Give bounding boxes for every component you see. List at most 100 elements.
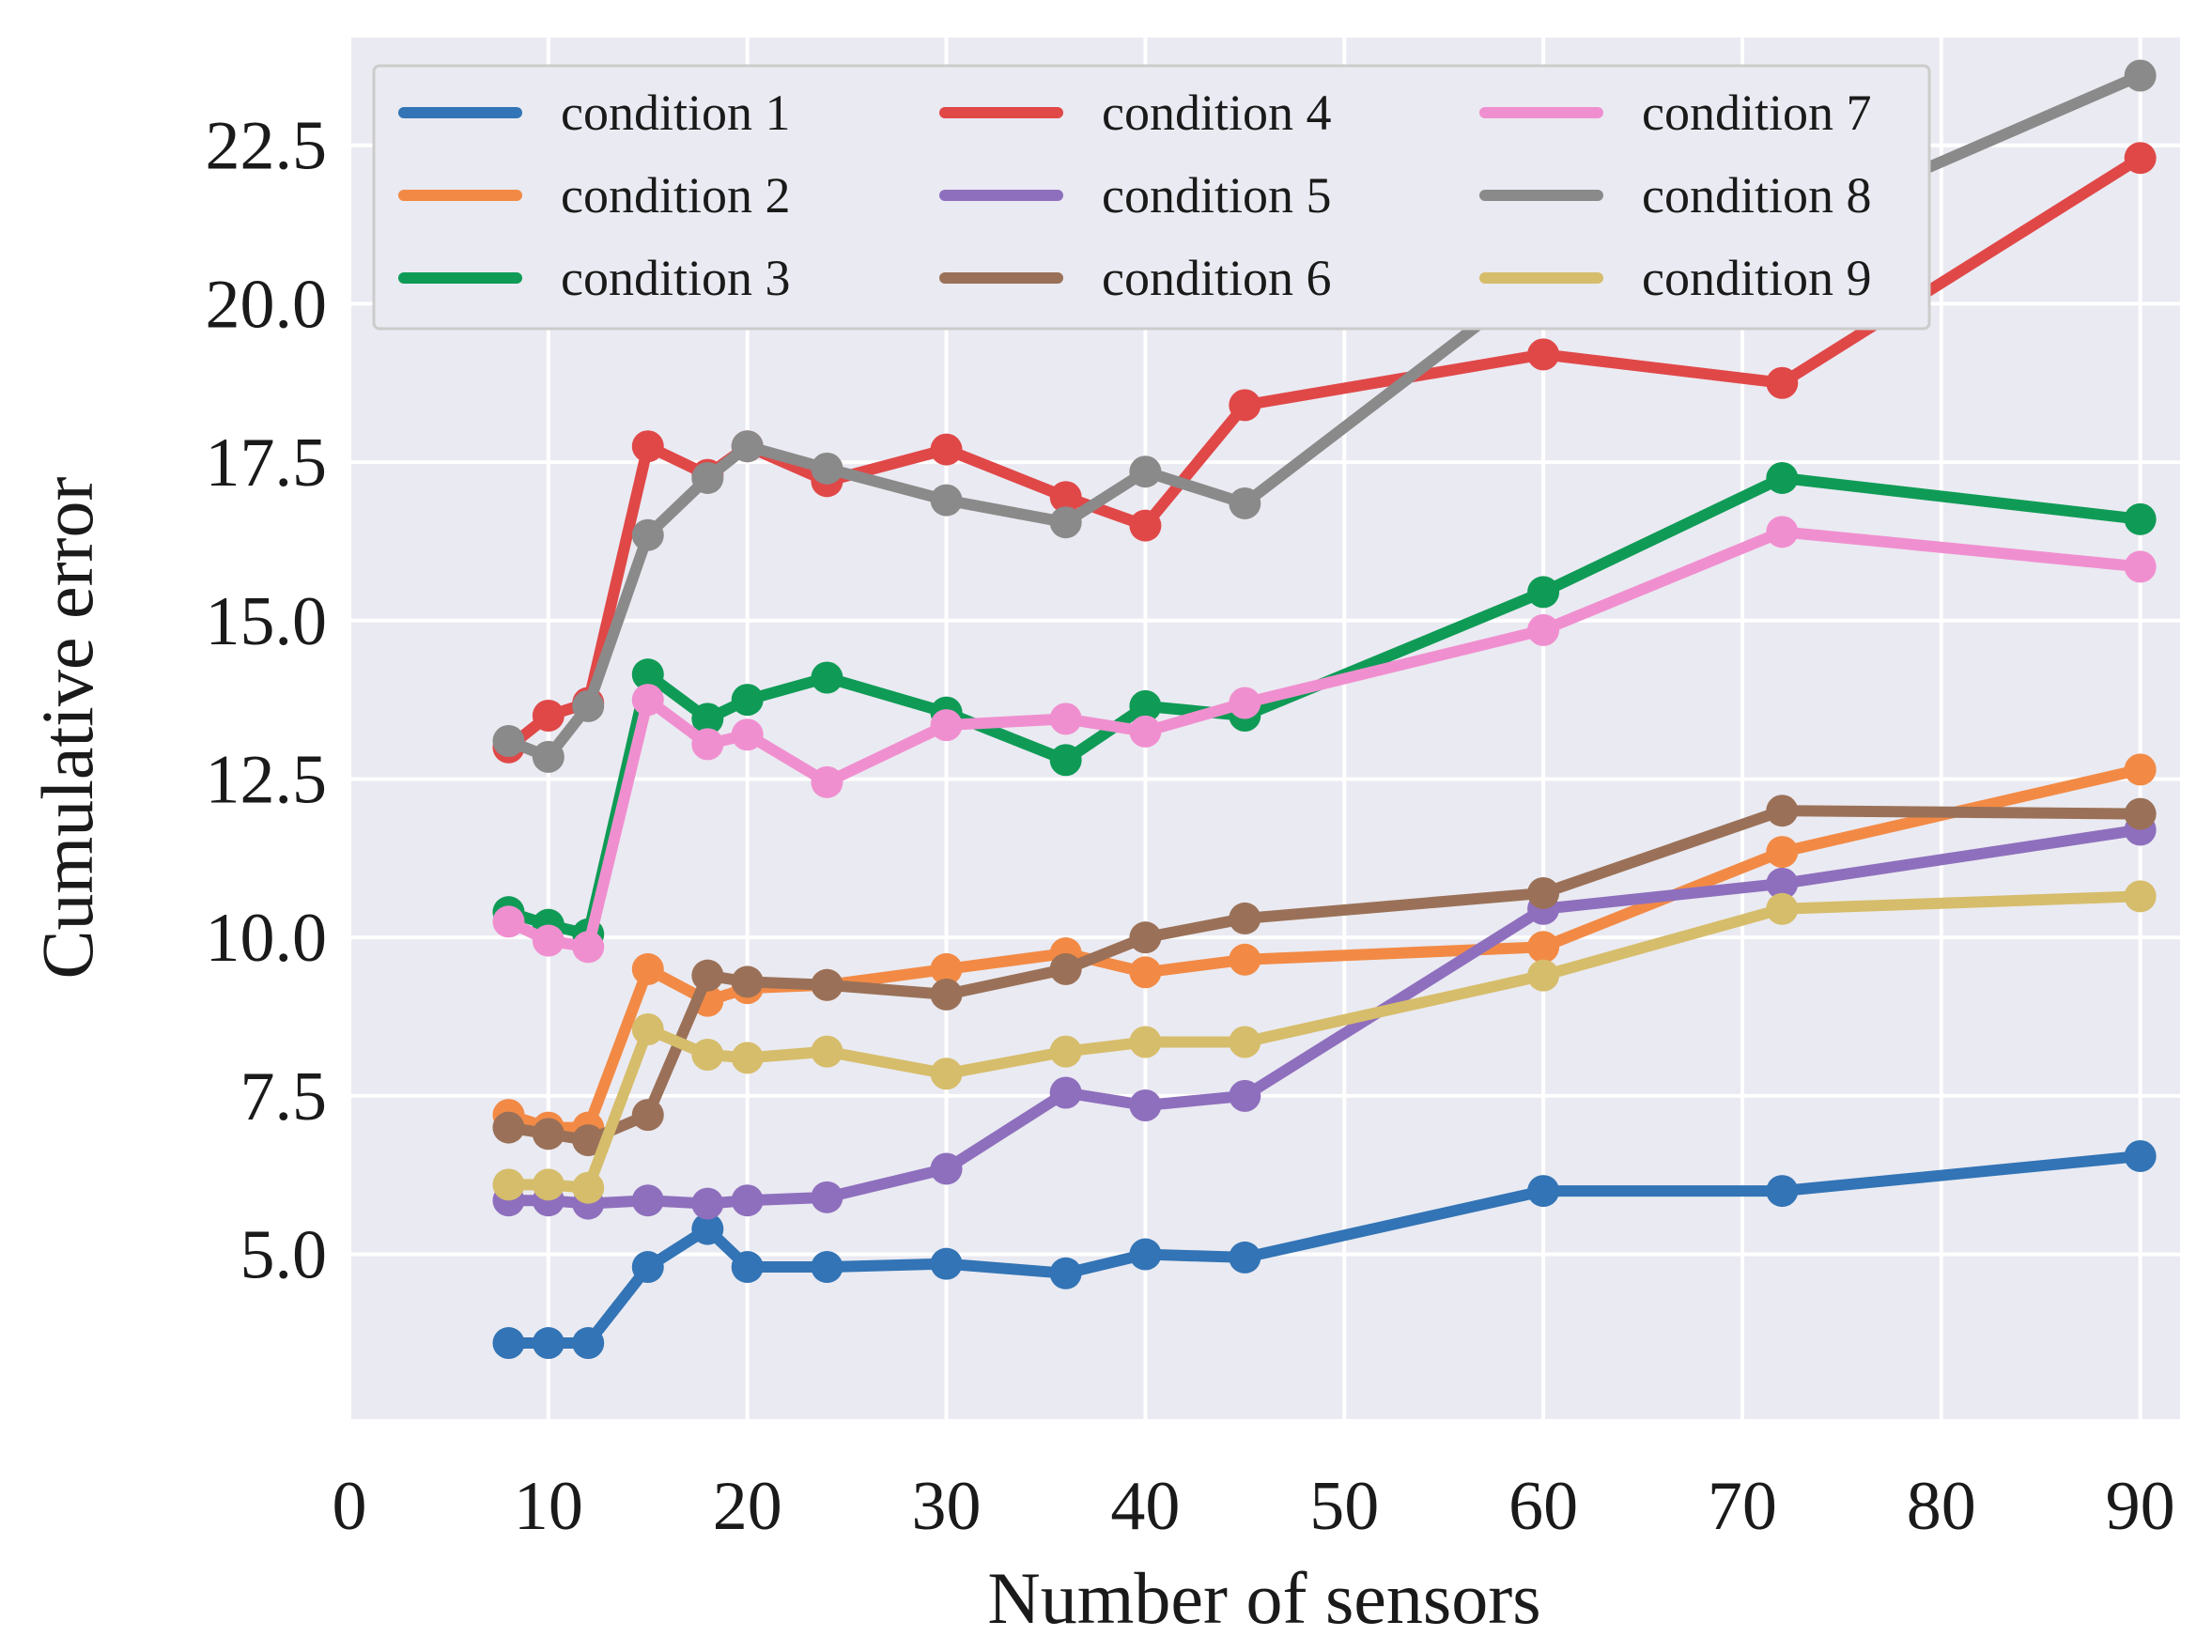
data-point — [2124, 797, 2157, 830]
data-point — [691, 1039, 724, 1072]
legend-label: condition 3 — [561, 250, 790, 306]
data-point — [1129, 1088, 1162, 1121]
x-tick-label: 80 — [1907, 1468, 1976, 1545]
data-point — [1766, 892, 1799, 925]
data-point — [1049, 1035, 1082, 1068]
data-point — [1766, 1175, 1799, 1208]
y-axis-title: Cumulative error — [26, 476, 108, 979]
data-point — [1129, 1238, 1162, 1271]
data-point — [1049, 481, 1082, 514]
x-tick-label: 90 — [2106, 1468, 2175, 1545]
data-point — [492, 1327, 525, 1360]
data-point — [930, 433, 963, 466]
data-point — [532, 1168, 565, 1201]
data-point — [631, 658, 664, 691]
x-tick-label: 0 — [333, 1468, 367, 1545]
y-tick-label: 22.5 — [206, 108, 328, 185]
data-point — [1527, 338, 1560, 371]
data-point — [691, 1212, 724, 1245]
data-point — [930, 709, 963, 742]
x-tick-label: 70 — [1708, 1468, 1777, 1545]
data-point — [631, 1013, 664, 1046]
data-point — [2124, 502, 2157, 535]
series-line — [503, 152, 2146, 753]
legend-item-1: condition 1 — [398, 85, 790, 141]
y-axis-ticks: 5.0 7.5 10.0 12.5 15.0 17.5 20.0 22.5 — [206, 108, 328, 1294]
data-point — [731, 1251, 764, 1284]
data-point — [2124, 59, 2157, 92]
data-point — [572, 689, 605, 722]
x-tick-label: 30 — [912, 1468, 982, 1545]
data-point — [731, 1042, 764, 1074]
data-point — [1049, 1257, 1082, 1289]
data-point — [1129, 509, 1162, 542]
x-axis-title: Number of sensors — [987, 1557, 1540, 1639]
data-point — [1229, 486, 1261, 519]
data-point — [2124, 753, 2157, 786]
data-point — [2124, 1139, 2157, 1172]
series-7 — [492, 516, 2157, 964]
data-point — [1527, 931, 1560, 964]
series-layer — [492, 59, 2157, 1360]
data-point — [532, 740, 565, 773]
legend-label: condition 8 — [1642, 167, 1871, 224]
data-point — [492, 724, 525, 757]
data-point — [1049, 506, 1082, 539]
data-point — [1129, 956, 1162, 989]
data-point — [532, 924, 565, 957]
data-point — [631, 952, 664, 985]
data-point — [2124, 550, 2157, 583]
data-point — [930, 978, 963, 1011]
data-point — [811, 1251, 843, 1284]
data-point — [811, 1035, 843, 1068]
y-tick-label: 12.5 — [206, 741, 328, 818]
data-point — [1766, 867, 1799, 900]
data-point — [691, 702, 724, 735]
x-tick-label: 10 — [514, 1468, 583, 1545]
legend-item-3: condition 3 — [398, 250, 790, 306]
series-line — [503, 764, 2146, 1134]
data-point — [2124, 142, 2157, 175]
data-point — [532, 1118, 565, 1150]
data-point — [1129, 1026, 1162, 1058]
data-point — [631, 1251, 664, 1284]
data-point — [691, 461, 724, 494]
data-point — [492, 905, 525, 938]
data-point — [731, 965, 764, 998]
legend-item-4: condition 4 — [939, 85, 1331, 141]
data-point — [572, 1327, 605, 1360]
data-point — [631, 1184, 664, 1217]
data-point — [811, 661, 843, 694]
data-point — [731, 430, 764, 463]
data-point — [731, 1184, 764, 1217]
data-point — [691, 728, 724, 761]
data-point — [631, 684, 664, 717]
data-point — [930, 952, 963, 985]
series-9 — [492, 880, 2157, 1204]
data-point — [731, 718, 764, 751]
data-point — [572, 1171, 605, 1204]
data-point — [811, 1181, 843, 1213]
data-point — [631, 1099, 664, 1132]
legend-label: condition 4 — [1102, 85, 1331, 141]
data-point — [811, 765, 843, 798]
legend-label: condition 2 — [561, 167, 790, 224]
data-point — [1229, 1241, 1261, 1274]
x-tick-label: 50 — [1309, 1468, 1379, 1545]
data-point — [1766, 516, 1799, 548]
data-point — [930, 1152, 963, 1185]
y-tick-label: 17.5 — [206, 425, 328, 502]
y-tick-label: 5.0 — [240, 1217, 328, 1294]
series-line — [503, 1150, 2146, 1350]
data-point — [1527, 1175, 1560, 1208]
data-point — [492, 1168, 525, 1201]
legend-label: condition 6 — [1102, 250, 1331, 306]
y-tick-label: 20.0 — [206, 266, 328, 343]
data-point — [1229, 389, 1261, 422]
legend: condition 1 condition 2 condition 3 conditi… — [372, 64, 1931, 331]
data-point — [1229, 687, 1261, 719]
legend-item-7: condition 7 — [1479, 85, 1871, 141]
data-point — [1527, 613, 1560, 646]
series-line — [503, 526, 2146, 953]
